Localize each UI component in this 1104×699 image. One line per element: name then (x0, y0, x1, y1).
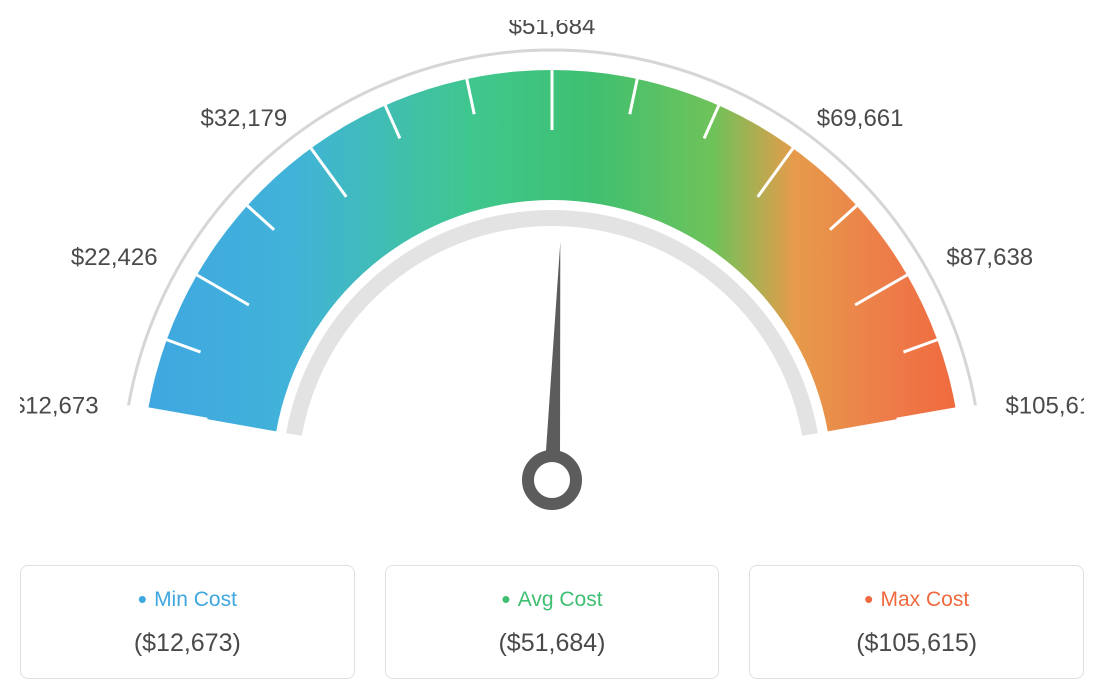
legend-value-max: ($105,615) (762, 629, 1071, 658)
gauge-tick-label: $87,638 (946, 244, 1033, 271)
legend-title-avg: Avg Cost (398, 584, 707, 615)
gauge-tick-label: $51,684 (509, 20, 596, 40)
gauge-tick-label: $22,426 (71, 244, 158, 271)
gauge-needle (544, 242, 560, 480)
gauge-tick-label: $32,179 (200, 105, 287, 132)
gauge-tick-label: $105,615 (1005, 392, 1084, 419)
legend-card-min: Min Cost ($12,673) (20, 565, 355, 679)
gauge-svg: $12,673 $22,426 $32,179 $51,684 $69,661 $87,6… (20, 20, 1084, 530)
gauge-tick-label: $69,661 (817, 105, 904, 132)
legend-card-max: Max Cost ($105,615) (749, 565, 1084, 679)
legend-card-avg: Avg Cost ($51,684) (385, 565, 720, 679)
legend-value-avg: ($51,684) (398, 629, 707, 658)
legend-row: Min Cost ($12,673) Avg Cost ($51,684) Ma… (20, 565, 1084, 679)
legend-title-min: Min Cost (33, 584, 342, 615)
gauge-tick-label: $12,673 (20, 392, 99, 419)
gauge-needle-hub (528, 456, 576, 504)
legend-value-min: ($12,673) (33, 629, 342, 658)
cost-gauge-chart: $12,673 $22,426 $32,179 $51,684 $69,661 $87,6… (20, 20, 1084, 535)
legend-title-max: Max Cost (762, 584, 1071, 615)
